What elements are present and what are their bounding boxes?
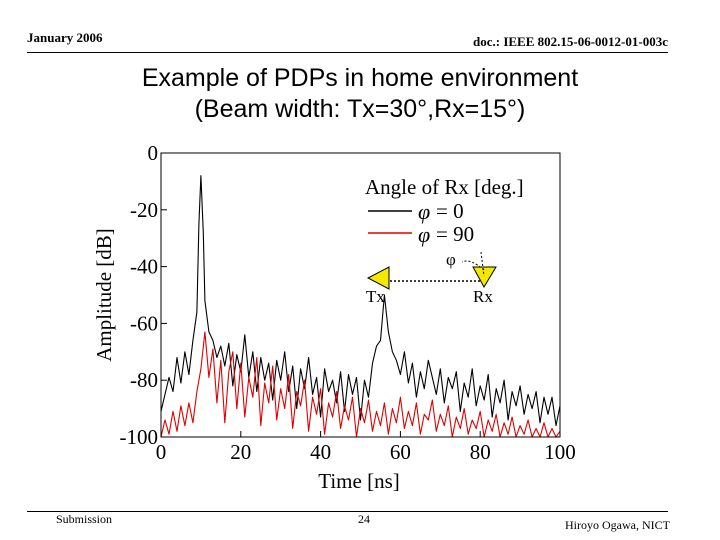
tx-triangle-icon [366,266,390,290]
tx-label: Tx [366,287,385,306]
x-tick-label: 0 [156,440,167,464]
y-tick-label: -60 [130,311,158,335]
y-tick-label: -40 [130,255,158,279]
y-tick-label: -80 [130,368,158,392]
legend-title: Angle of Rx [deg.] [365,175,524,199]
y-tick-label: 0 [148,141,159,165]
ticks-layer: 0 20 40 60 80 100 0 -20 -40 -60 -80 -100 [120,141,576,464]
rx-pointer-line [480,251,485,277]
header-doc-id: doc.: IEEE 802.15-06-0012-01-003c [473,34,668,49]
angle-label: φ [446,250,456,269]
plot-frame [160,152,561,438]
legend-entry-1: = 90 [436,222,474,246]
legend-phi-1: φ [418,222,430,247]
rx-triangle-icon [472,266,497,289]
legend-box [360,172,558,252]
slide-title: Example of PDPs in home environment (Bea… [0,63,720,125]
x-tick-label: 20 [230,440,251,464]
x-tick-label: 60 [390,440,411,464]
legend-entry-0: = 0 [436,199,464,223]
tx-rx-inset: φ Tx Rx [366,250,497,306]
legend-phi-0: φ [418,199,430,224]
legend: Angle of Rx [deg.] φ = 0 φ = 90 [360,172,558,252]
series-layer [160,175,561,438]
footer-page-number: 24 [358,512,370,526]
x-tick-label: 100 [544,440,576,464]
header-divider [27,52,668,53]
x-axis-label: Time [ns] [318,469,400,493]
footer-submission: Submission [56,512,113,526]
footer-author: Hiroyo Ogawa, NICT [565,518,670,532]
footer-divider [27,511,668,512]
x-tick-label: 80 [470,440,491,464]
series-line-0 [160,175,561,427]
x-tick-label: 40 [310,440,331,464]
series-line-1 [160,331,561,438]
y-tick-label: -20 [130,198,158,222]
title-line-1: Example of PDPs in home environment [141,64,579,92]
header-date: January 2006 [27,30,103,45]
rx-label: Rx [473,287,493,306]
y-axis-label: Amplitude [dB] [92,228,116,362]
title-line-2: (Beam width: Tx=30°,Rx=15°) [194,95,526,123]
y-tick-label: -100 [120,425,159,449]
